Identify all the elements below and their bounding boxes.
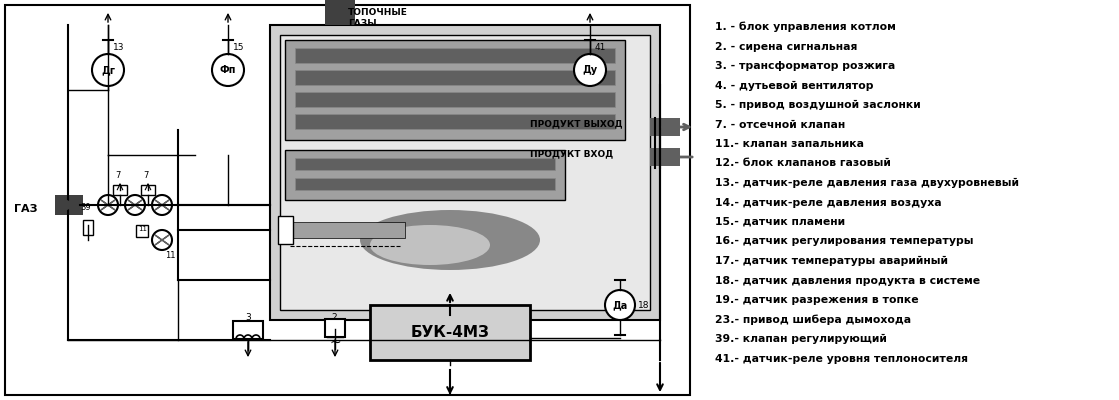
Text: 41.- датчик-реле уровня теплоносителя: 41.- датчик-реле уровня теплоносителя bbox=[715, 354, 968, 364]
Text: 3: 3 bbox=[245, 313, 251, 322]
Text: 2: 2 bbox=[331, 313, 337, 322]
Bar bbox=[113, 185, 126, 195]
Text: 19.- датчик разрежения в топке: 19.- датчик разрежения в топке bbox=[715, 295, 919, 305]
Circle shape bbox=[152, 195, 172, 215]
Text: Да: Да bbox=[612, 300, 628, 310]
Text: ПРОДУКТ ВЫХОД: ПРОДУКТ ВЫХОД bbox=[530, 120, 622, 128]
Bar bbox=[650, 148, 680, 166]
Text: 4. - дутьевой вентилятор: 4. - дутьевой вентилятор bbox=[715, 80, 874, 90]
Text: 15.- датчик пламени: 15.- датчик пламени bbox=[715, 217, 845, 227]
Circle shape bbox=[574, 54, 606, 86]
Text: 12.- блок клапанов газовый: 12.- блок клапанов газовый bbox=[715, 158, 891, 168]
Bar bbox=[295, 114, 615, 129]
Text: 7: 7 bbox=[143, 171, 149, 180]
Text: Дг: Дг bbox=[101, 65, 115, 75]
Text: 11: 11 bbox=[164, 251, 176, 260]
Polygon shape bbox=[101, 200, 115, 205]
Bar bbox=[325, 0, 355, 25]
Polygon shape bbox=[101, 205, 115, 210]
Text: 7. - отсечной клапан: 7. - отсечной клапан bbox=[715, 120, 845, 130]
Circle shape bbox=[605, 290, 634, 320]
Text: 2. - сирена сигнальная: 2. - сирена сигнальная bbox=[715, 42, 857, 52]
Circle shape bbox=[98, 195, 117, 215]
Text: 39.- клапан регулирующий: 39.- клапан регулирующий bbox=[715, 334, 887, 344]
Circle shape bbox=[125, 195, 145, 215]
Polygon shape bbox=[156, 235, 169, 240]
Ellipse shape bbox=[360, 210, 540, 270]
Circle shape bbox=[211, 54, 244, 86]
Bar bbox=[233, 321, 263, 339]
Text: 15: 15 bbox=[233, 43, 244, 52]
Bar bbox=[370, 305, 530, 360]
Polygon shape bbox=[128, 205, 142, 210]
Text: 23.- привод шибера дымохода: 23.- привод шибера дымохода bbox=[715, 314, 911, 325]
Polygon shape bbox=[156, 205, 169, 210]
Text: 3. - трансформатор розжига: 3. - трансформатор розжига bbox=[715, 61, 895, 71]
Text: 7: 7 bbox=[115, 171, 121, 180]
Text: Фп: Фп bbox=[219, 65, 236, 75]
Bar bbox=[285, 222, 405, 238]
Bar bbox=[295, 158, 555, 170]
Bar bbox=[295, 92, 615, 107]
Text: 13: 13 bbox=[113, 43, 124, 52]
Bar bbox=[295, 48, 615, 63]
Polygon shape bbox=[156, 200, 169, 205]
Bar bbox=[325, 319, 345, 337]
Text: БУК-4МЗ: БУК-4МЗ bbox=[411, 325, 489, 340]
Text: 16.- датчик регулирования температуры: 16.- датчик регулирования температуры bbox=[715, 236, 974, 246]
Text: 11: 11 bbox=[138, 226, 147, 232]
Text: ТОПОЧНЫЕ
ГАЗЫ: ТОПОЧНЫЕ ГАЗЫ bbox=[348, 8, 407, 28]
Bar bbox=[650, 118, 680, 136]
Bar bbox=[295, 70, 615, 85]
Text: 11.- клапан запальника: 11.- клапан запальника bbox=[715, 139, 864, 149]
Text: ~: ~ bbox=[329, 336, 341, 350]
Bar bbox=[83, 220, 93, 235]
Bar bbox=[141, 185, 156, 195]
Text: 17.- датчик температуры аварийный: 17.- датчик температуры аварийный bbox=[715, 256, 948, 266]
Ellipse shape bbox=[370, 225, 490, 265]
Polygon shape bbox=[156, 240, 169, 245]
Bar bbox=[285, 150, 565, 200]
Text: 18.- датчик давления продукта в системе: 18.- датчик давления продукта в системе bbox=[715, 276, 980, 286]
Text: 14.- датчик-реле давления воздуха: 14.- датчик-реле давления воздуха bbox=[715, 198, 941, 208]
Bar bbox=[4, 5, 690, 395]
Text: 1. - блок управления котлом: 1. - блок управления котлом bbox=[715, 22, 896, 32]
Bar bbox=[280, 35, 650, 310]
Circle shape bbox=[92, 54, 124, 86]
Bar bbox=[278, 216, 293, 244]
Bar bbox=[295, 178, 555, 190]
Text: 13.- датчик-реле давления газа двухуровневый: 13.- датчик-реле давления газа двухуровн… bbox=[715, 178, 1019, 188]
Bar bbox=[55, 195, 83, 215]
Text: 18: 18 bbox=[638, 300, 649, 310]
Text: 5. - привод воздушной заслонки: 5. - привод воздушной заслонки bbox=[715, 100, 921, 110]
Text: 41: 41 bbox=[595, 43, 606, 52]
Polygon shape bbox=[128, 200, 142, 205]
Bar bbox=[137, 225, 148, 237]
Text: 39: 39 bbox=[79, 203, 91, 212]
Text: ГАЗ: ГАЗ bbox=[15, 204, 38, 214]
Text: ПРОДУКТ ВХОД: ПРОДУКТ ВХОД bbox=[530, 150, 613, 158]
Circle shape bbox=[152, 230, 172, 250]
Bar bbox=[270, 25, 660, 320]
Text: Ду: Ду bbox=[582, 65, 598, 75]
Bar bbox=[285, 40, 626, 140]
